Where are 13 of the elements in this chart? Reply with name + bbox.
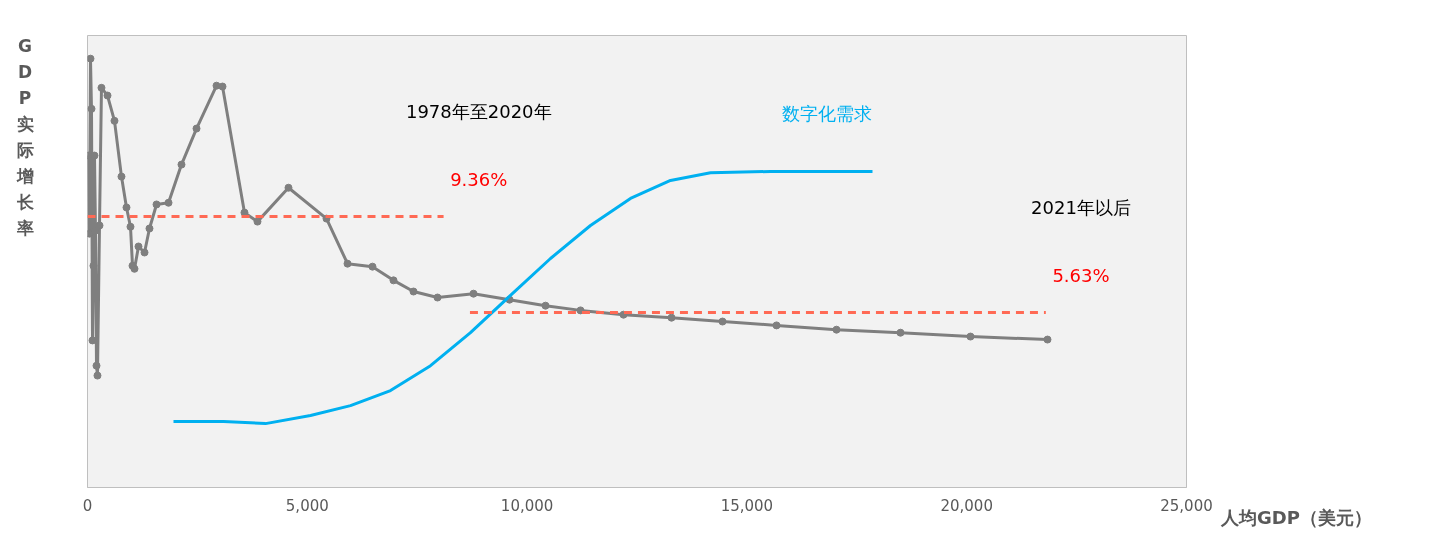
x-tick-label: 5,000 — [285, 496, 329, 515]
x-tick-label: 20,000 — [940, 496, 993, 515]
annotation: 2021年以后 — [1031, 197, 1131, 219]
series-label: 5.63% — [1052, 265, 1110, 287]
x-tick-label: 0 — [82, 496, 93, 515]
y-axis-title: GDP实际增长率 — [16, 35, 34, 240]
text: 数字化需求 — [782, 103, 873, 125]
x-tick-label: 25,000 — [1160, 496, 1213, 515]
annotation: 1978年至2020年 — [405, 101, 552, 123]
x-tick-label: 15,000 — [720, 496, 774, 515]
x-tick-label: 10,000 — [500, 496, 554, 515]
series-label: 9.36% — [450, 169, 508, 191]
x-axis-title: 人均GDP（美元） — [1221, 506, 1372, 530]
